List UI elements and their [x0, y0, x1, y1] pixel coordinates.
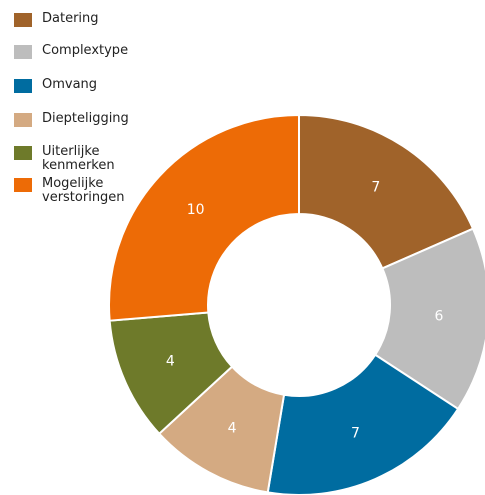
slice-label: 4 — [166, 353, 175, 369]
legend-swatch — [14, 113, 32, 127]
legend-item: Mogelijke verstoringen — [14, 177, 142, 205]
donut-slice — [373, 227, 485, 411]
slice-label: 6 — [435, 309, 444, 325]
legend-swatch — [14, 178, 32, 192]
legend-label: Diepteligging — [42, 111, 129, 126]
legend-label: Mogelijke verstoringen — [42, 176, 125, 205]
legend-swatch — [14, 146, 32, 160]
legend-item: Complextype — [14, 44, 142, 59]
legend-label: Uiterlijke kenmerken — [42, 144, 115, 173]
legend-label: Complextype — [42, 43, 129, 58]
legend-label: Omvang — [42, 77, 98, 92]
legend-swatch — [14, 79, 32, 93]
legend-item: Diepteligging — [14, 112, 142, 127]
legend-swatch — [14, 45, 32, 59]
legend-item: Datering — [14, 12, 142, 27]
slice-label: 4 — [228, 421, 237, 437]
donut-slice — [266, 353, 460, 495]
slice-label: 7 — [371, 179, 380, 195]
legend-label: Datering — [42, 11, 99, 26]
donut-slice — [108, 113, 300, 322]
donut-slice — [298, 113, 475, 270]
slice-label: 7 — [351, 426, 360, 442]
legend-swatch — [14, 13, 32, 27]
slice-label: 10 — [187, 202, 205, 218]
legend-item: Omvang — [14, 78, 142, 93]
legend-item: Uiterlijke kenmerken — [14, 145, 142, 173]
